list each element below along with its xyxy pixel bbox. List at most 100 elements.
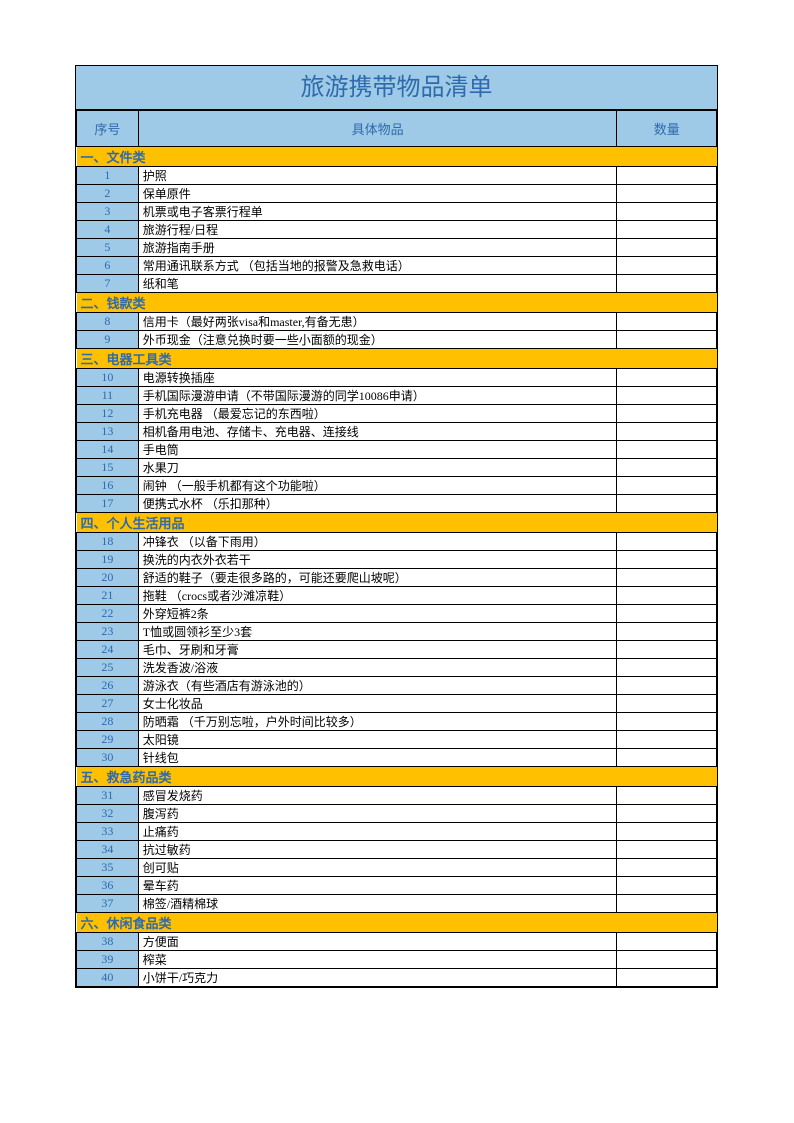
table-row: 23T恤或圆领衫至少3套: [77, 623, 717, 641]
cell-item: 感冒发烧药: [138, 787, 617, 805]
cell-seq: 3: [77, 203, 139, 221]
cell-qty: [617, 313, 717, 331]
table-row: 20舒适的鞋子（要走很多路的，可能还要爬山坡呢）: [77, 569, 717, 587]
cell-qty: [617, 369, 717, 387]
cell-seq: 15: [77, 459, 139, 477]
cell-item: 方便面: [138, 933, 617, 951]
cell-qty: [617, 257, 717, 275]
cell-seq: 35: [77, 859, 139, 877]
cell-seq: 18: [77, 533, 139, 551]
cell-seq: 13: [77, 423, 139, 441]
cell-qty: [617, 731, 717, 749]
section-title: 三、电器工具类: [77, 349, 717, 369]
cell-item: 护照: [138, 167, 617, 185]
table-row: 1护照: [77, 167, 717, 185]
table-row: 33止痛药: [77, 823, 717, 841]
cell-item: 榨菜: [138, 951, 617, 969]
cell-qty: [617, 221, 717, 239]
cell-item: T恤或圆领衫至少3套: [138, 623, 617, 641]
table-row: 36晕车药: [77, 877, 717, 895]
cell-seq: 34: [77, 841, 139, 859]
table-row: 24毛巾、牙刷和牙膏: [77, 641, 717, 659]
cell-qty: [617, 713, 717, 731]
cell-qty: [617, 275, 717, 293]
items-table: 序号 具体物品 数量 一、文件类1护照2保单原件3机票或电子客票行程单4旅游行程…: [76, 110, 717, 987]
cell-seq: 16: [77, 477, 139, 495]
cell-seq: 20: [77, 569, 139, 587]
table-row: 32腹泻药: [77, 805, 717, 823]
cell-seq: 25: [77, 659, 139, 677]
cell-item: 创可贴: [138, 859, 617, 877]
cell-qty: [617, 551, 717, 569]
cell-item: 旅游行程/日程: [138, 221, 617, 239]
cell-qty: [617, 533, 717, 551]
cell-seq: 19: [77, 551, 139, 569]
cell-qty: [617, 695, 717, 713]
cell-item: 抗过敏药: [138, 841, 617, 859]
cell-item: 洗发香波/浴液: [138, 659, 617, 677]
table-row: 11手机国际漫游申请（不带国际漫游的同学10086申请）: [77, 387, 717, 405]
table-row: 40小饼干/巧克力: [77, 969, 717, 987]
cell-item: 保单原件: [138, 185, 617, 203]
cell-item: 太阳镜: [138, 731, 617, 749]
table-row: 31感冒发烧药: [77, 787, 717, 805]
cell-qty: [617, 749, 717, 767]
section-header: 二、钱款类: [77, 293, 717, 313]
cell-qty: [617, 441, 717, 459]
cell-seq: 5: [77, 239, 139, 257]
table-row: 26游泳衣（有些酒店有游泳池的）: [77, 677, 717, 695]
cell-seq: 21: [77, 587, 139, 605]
cell-item: 游泳衣（有些酒店有游泳池的）: [138, 677, 617, 695]
table-row: 18冲锋衣 （以备下雨用）: [77, 533, 717, 551]
cell-seq: 23: [77, 623, 139, 641]
cell-seq: 39: [77, 951, 139, 969]
cell-qty: [617, 203, 717, 221]
table-row: 3机票或电子客票行程单: [77, 203, 717, 221]
cell-qty: [617, 477, 717, 495]
section-title: 五、救急药品类: [77, 767, 717, 787]
section-title: 二、钱款类: [77, 293, 717, 313]
cell-qty: [617, 239, 717, 257]
cell-item: 闹钟 （一般手机都有这个功能啦）: [138, 477, 617, 495]
cell-item: 常用通讯联系方式 （包括当地的报警及急救电话）: [138, 257, 617, 275]
cell-item: 手机充电器 （最爱忘记的东西啦）: [138, 405, 617, 423]
cell-seq: 24: [77, 641, 139, 659]
table-row: 35创可贴: [77, 859, 717, 877]
cell-seq: 9: [77, 331, 139, 349]
cell-seq: 36: [77, 877, 139, 895]
cell-seq: 1: [77, 167, 139, 185]
cell-qty: [617, 405, 717, 423]
cell-item: 水果刀: [138, 459, 617, 477]
cell-qty: [617, 623, 717, 641]
cell-item: 外穿短裤2条: [138, 605, 617, 623]
table-row: 37棉签/酒精棉球: [77, 895, 717, 913]
cell-item: 舒适的鞋子（要走很多路的，可能还要爬山坡呢）: [138, 569, 617, 587]
header-seq: 序号: [77, 111, 139, 147]
table-row: 2保单原件: [77, 185, 717, 203]
cell-seq: 22: [77, 605, 139, 623]
table-row: 4旅游行程/日程: [77, 221, 717, 239]
table-row: 21拖鞋 （crocs或者沙滩凉鞋）: [77, 587, 717, 605]
cell-item: 纸和笔: [138, 275, 617, 293]
table-row: 10电源转换插座: [77, 369, 717, 387]
cell-item: 腹泻药: [138, 805, 617, 823]
table-row: 15水果刀: [77, 459, 717, 477]
cell-seq: 4: [77, 221, 139, 239]
cell-item: 信用卡（最好两张visa和master,有备无患）: [138, 313, 617, 331]
section-header: 三、电器工具类: [77, 349, 717, 369]
cell-qty: [617, 659, 717, 677]
cell-qty: [617, 841, 717, 859]
cell-qty: [617, 787, 717, 805]
section-header: 五、救急药品类: [77, 767, 717, 787]
cell-qty: [617, 167, 717, 185]
cell-qty: [617, 331, 717, 349]
cell-seq: 7: [77, 275, 139, 293]
table-row: 6常用通讯联系方式 （包括当地的报警及急救电话）: [77, 257, 717, 275]
table-title: 旅游携带物品清单: [76, 66, 717, 110]
cell-item: 晕车药: [138, 877, 617, 895]
section-header: 四、个人生活用品: [77, 513, 717, 533]
cell-seq: 11: [77, 387, 139, 405]
cell-item: 防晒霜 （千万别忘啦，户外时间比较多）: [138, 713, 617, 731]
cell-seq: 10: [77, 369, 139, 387]
cell-item: 手机国际漫游申请（不带国际漫游的同学10086申请）: [138, 387, 617, 405]
